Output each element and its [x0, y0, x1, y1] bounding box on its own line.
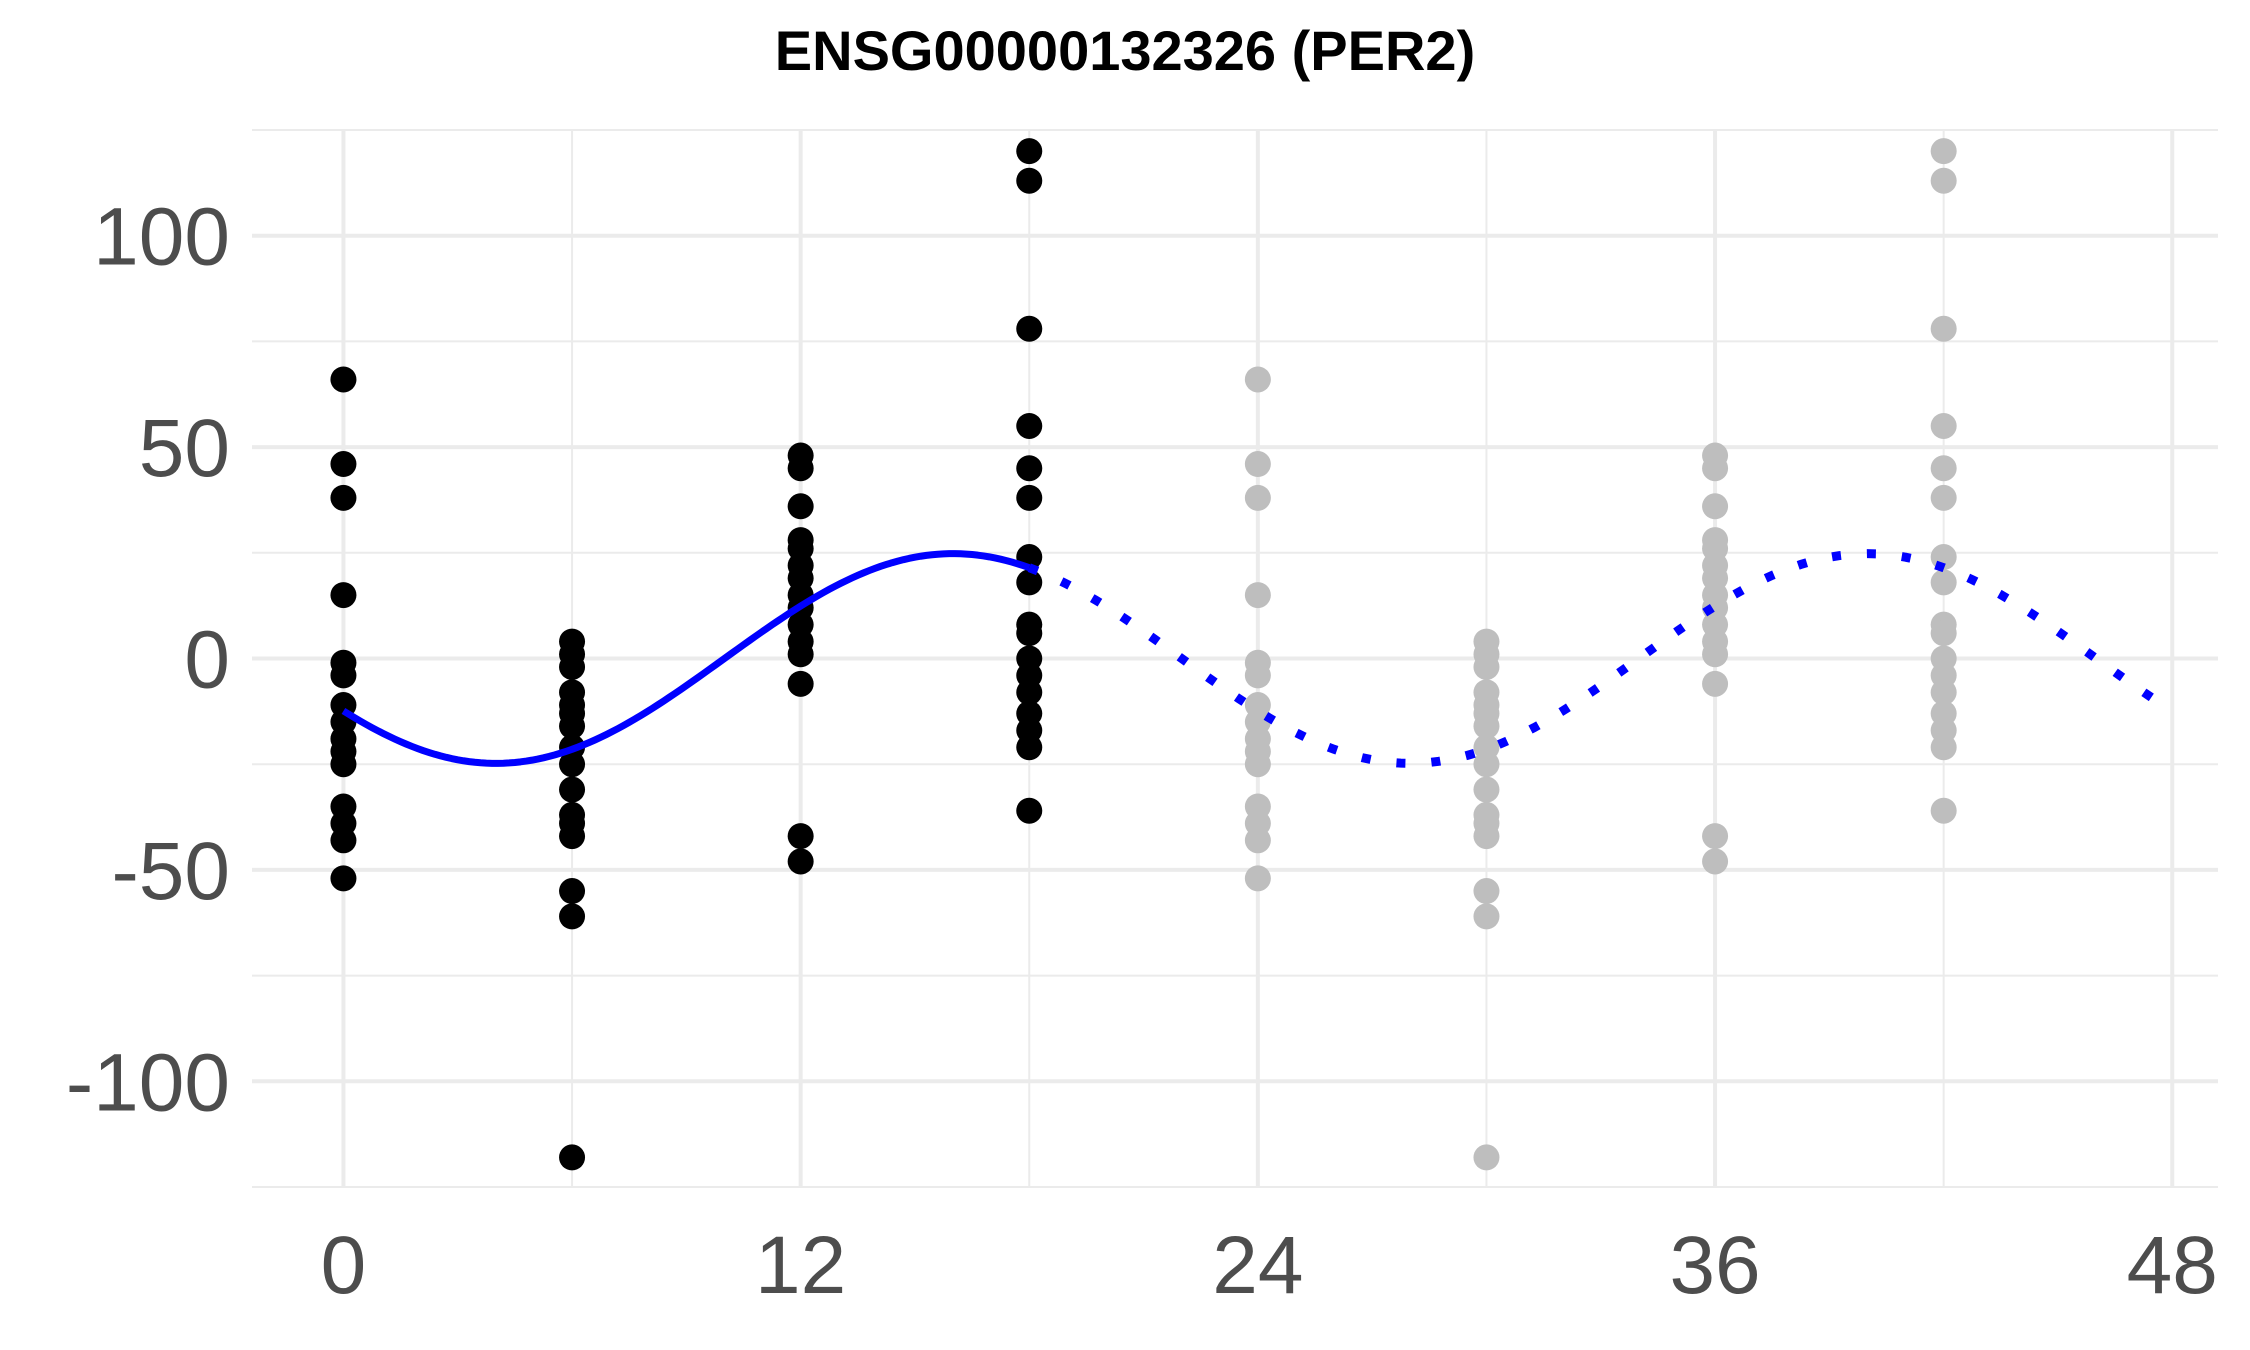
observed-point — [559, 878, 586, 905]
replicated-point — [1930, 569, 1957, 596]
observed-point — [787, 848, 814, 875]
replicated-point — [1473, 903, 1500, 930]
replicated-point — [1473, 713, 1500, 740]
observed-point — [330, 366, 357, 393]
replicated-point — [1930, 679, 1957, 706]
observed-point — [1016, 455, 1043, 482]
y-tick-label: -50 — [111, 826, 230, 917]
x-tick-label: 36 — [1669, 1220, 1760, 1311]
observed-point — [1016, 412, 1043, 439]
replicated-point — [1930, 484, 1957, 511]
replicated-point — [1473, 776, 1500, 803]
observed-point — [787, 493, 814, 520]
observed-point — [330, 582, 357, 609]
observed-point — [330, 865, 357, 892]
replicated-point — [1930, 620, 1957, 647]
replicated-point — [1473, 823, 1500, 850]
replicated-point — [1930, 797, 1957, 824]
replicated-point — [1473, 1144, 1500, 1171]
replicated-point — [1702, 641, 1729, 668]
replicated-point — [1244, 451, 1271, 478]
observed-point — [1016, 138, 1043, 165]
replicated-point — [1473, 878, 1500, 905]
observed-point — [330, 662, 357, 689]
x-tick-label: 12 — [755, 1220, 846, 1311]
observed-point — [559, 713, 586, 740]
observed-point — [559, 751, 586, 778]
replicated-point — [1930, 455, 1957, 482]
replicated-point — [1244, 827, 1271, 854]
replicated-point — [1702, 848, 1729, 875]
observed-point — [1016, 797, 1043, 824]
replicated-point — [1930, 315, 1957, 342]
observed-point — [559, 903, 586, 930]
replicated-point — [1473, 751, 1500, 778]
observed-point — [559, 823, 586, 850]
observed-point — [559, 653, 586, 680]
observed-point — [787, 670, 814, 697]
replicated-point — [1930, 138, 1957, 165]
replicated-point — [1702, 455, 1729, 482]
y-axis: 100 50 0 -50 -100 — [66, 192, 230, 1129]
fit-line-solid — [341, 550, 1031, 767]
observed-point — [330, 484, 357, 511]
replicated-point — [1244, 366, 1271, 393]
x-tick-label: 48 — [2127, 1220, 2218, 1311]
observed-point — [1016, 734, 1043, 761]
y-tick-label: -100 — [66, 1037, 230, 1128]
observed-point — [787, 823, 814, 850]
x-tick-label: 24 — [1212, 1220, 1303, 1311]
points-layer — [330, 138, 1957, 1171]
observed-point — [330, 827, 357, 854]
observed-point — [330, 751, 357, 778]
observed-point — [559, 1144, 586, 1171]
replicated-point — [1930, 167, 1957, 194]
grid-major — [252, 130, 2218, 1187]
y-tick-label: 100 — [93, 192, 230, 283]
replicated-point — [1930, 412, 1957, 439]
replicated-point — [1244, 662, 1271, 689]
observed-point — [787, 455, 814, 482]
observed-point — [1016, 620, 1043, 647]
replicated-point — [1473, 653, 1500, 680]
replicated-point — [1244, 751, 1271, 778]
observed-point — [559, 776, 586, 803]
x-axis: 0 12 24 36 48 — [321, 1220, 2218, 1311]
observed-point — [1016, 315, 1043, 342]
observed-point — [1016, 484, 1043, 511]
chart-title: ENSG00000132326 (PER2) — [775, 19, 1475, 82]
observed-point — [330, 451, 357, 478]
x-tick-label: 0 — [321, 1220, 367, 1311]
replicated-point — [1244, 865, 1271, 892]
y-tick-label: 0 — [184, 615, 230, 706]
replicated-point — [1702, 493, 1729, 520]
replicated-point — [1930, 734, 1957, 761]
y-tick-label: 50 — [139, 403, 230, 494]
replicated-point — [1702, 670, 1729, 697]
replicated-point — [1244, 484, 1271, 511]
observed-point — [787, 641, 814, 668]
replicated-point — [1702, 823, 1729, 850]
fit-layer — [341, 549, 2175, 768]
replicated-point — [1244, 582, 1271, 609]
observed-point — [1016, 569, 1043, 596]
observed-point — [1016, 167, 1043, 194]
observed-point — [1016, 679, 1043, 706]
